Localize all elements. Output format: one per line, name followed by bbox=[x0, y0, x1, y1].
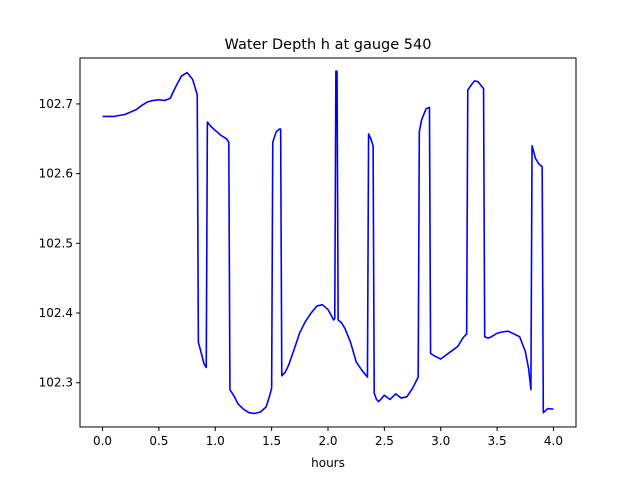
x-tick-label: 3.0 bbox=[431, 434, 450, 448]
x-axis-label: hours bbox=[311, 456, 345, 470]
series-line-0 bbox=[102, 70, 554, 415]
y-tick-label: 102.4 bbox=[39, 306, 73, 320]
y-tick-label: 102.3 bbox=[39, 376, 73, 390]
x-tick-label: 1.0 bbox=[206, 434, 225, 448]
x-tick-label: 1.5 bbox=[262, 434, 281, 448]
x-tick-label: 3.5 bbox=[488, 434, 507, 448]
y-tick-label: 102.7 bbox=[39, 97, 73, 111]
y-tick-label: 102.5 bbox=[39, 236, 73, 250]
x-tick-label: 0.0 bbox=[93, 434, 112, 448]
y-tick-label: 102.6 bbox=[39, 167, 73, 181]
x-tick-label: 4.0 bbox=[544, 434, 563, 448]
x-tick-label: 2.5 bbox=[375, 434, 394, 448]
x-tick-label: 0.5 bbox=[149, 434, 168, 448]
plot-area: 0.0 0.5 1.0 1.5 2.0 2.5 3.0 3.5 4.0 102.3 102.4 102… bbox=[39, 57, 577, 448]
chart-title: Water Depth h at gauge 540 bbox=[225, 37, 432, 53]
x-tick-label: 2.0 bbox=[318, 434, 337, 448]
